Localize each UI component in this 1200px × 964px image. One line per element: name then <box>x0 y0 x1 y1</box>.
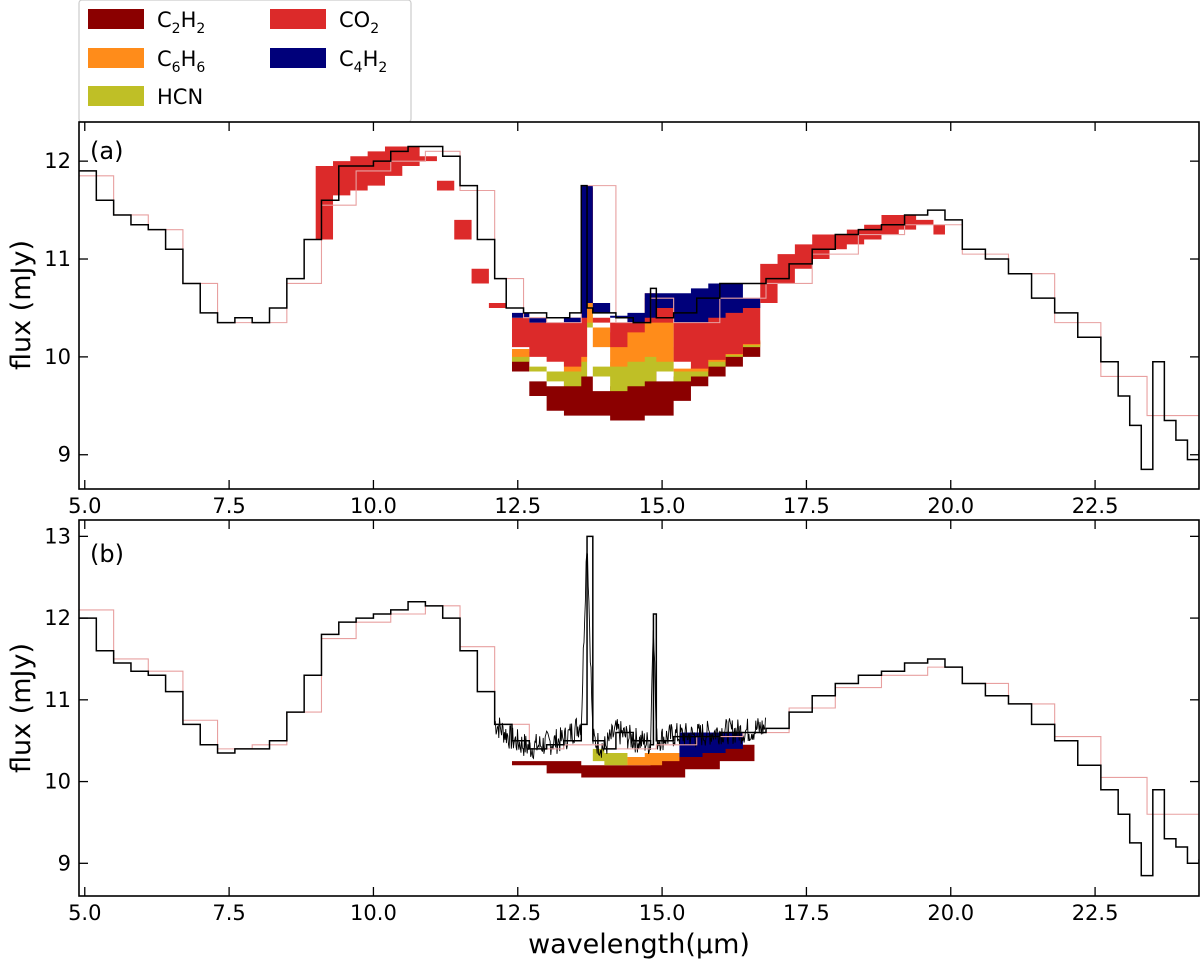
legend: C2H2 C6H6 HCN CO2 C4H2 <box>78 0 412 123</box>
panel-b: 5.0 7.5 10.0 12.5 15.0 17.5 20.0 22.5910111213 … <box>6 519 1200 925</box>
panel-a-xtick-label: 20.0 <box>927 494 974 518</box>
legend-label-c4h2: C4H2 <box>339 47 387 76</box>
panel-b-ytick-label: 13 <box>44 524 71 548</box>
panel-a-xtick-label: 5.0 <box>68 494 101 518</box>
panel-b-xtick-label: 5.0 <box>68 901 101 925</box>
panel-b-xtick-label: 15.0 <box>639 901 686 925</box>
panel-b-xtick-label: 10.0 <box>350 901 397 925</box>
panel-b-highres-spectrum <box>494 552 766 760</box>
panel-b-xtick-label: 12.5 <box>494 901 541 925</box>
panel-a-xtick-label: 12.5 <box>494 494 541 518</box>
panel-b-ytick-label: 12 <box>44 606 71 630</box>
panel-b-observed-line <box>79 535 1199 877</box>
panel-b-ytick-label: 9 <box>58 851 71 875</box>
panel-a-plot-area <box>79 145 1199 471</box>
panel-b-plot-area <box>79 535 1199 877</box>
panel-a-ytick-label: 9 <box>58 443 71 467</box>
panel-a-xtick-label: 10.0 <box>350 494 397 518</box>
panel-b-xtick-label: 17.5 <box>783 901 830 925</box>
panel-a-area-co2-band-red <box>760 214 945 304</box>
panel-b-frame <box>78 519 1200 897</box>
legend-label-c6h6: C6H6 <box>157 47 205 76</box>
panel-b-label: (b) <box>90 540 124 568</box>
legend-label-co2: CO2 <box>339 8 379 37</box>
panel-b-ytick-label: 11 <box>44 688 71 712</box>
panel-a-area-co2-band <box>315 146 507 318</box>
panel-b-xtick-label: 20.0 <box>927 901 974 925</box>
panel-b-xtick-label: 7.5 <box>212 901 245 925</box>
legend-swatch-co2 <box>270 9 326 29</box>
panel-a-area-hcn <box>511 188 761 392</box>
panel-a-ytick-label: 12 <box>44 149 71 173</box>
panel-a-observed-line <box>79 145 1199 471</box>
panel-b-ytick-label: 10 <box>44 770 71 794</box>
panel-a-ylabel: flux (mJy) <box>6 240 37 370</box>
panel-a-xtick-label: 7.5 <box>212 494 245 518</box>
panel-a-axes: 5.0 7.5 10.0 12.5 15.0 17.5 20.0 22.5 9 10 11 12 <box>44 122 1199 518</box>
legend-swatch-hcn <box>88 86 144 106</box>
panel-a-frame <box>78 121 1200 490</box>
legend-swatch-c4h2 <box>270 48 326 68</box>
panel-b-area-c6h6 <box>627 752 680 766</box>
panel-a-xtick-label: 22.5 <box>1072 494 1119 518</box>
x-axis-title: wavelength(μm) <box>528 929 750 960</box>
panel-a-ytick-label: 10 <box>44 345 71 369</box>
panel-a: 5.0 7.5 10.0 12.5 15.0 17.5 20.0 22.5 9 10 11 12 (a… <box>6 121 1200 518</box>
panel-b-axes: 5.0 7.5 10.0 12.5 15.0 17.5 20.0 22.5 9 10 11 12 13 <box>44 520 1199 925</box>
panel-b-model-line <box>79 605 1199 852</box>
panel-a-label: (a) <box>90 137 123 165</box>
panel-a-xtick-label: 15.0 <box>639 494 686 518</box>
panel-b-xtick-label: 22.5 <box>1072 901 1119 925</box>
panel-a-area-c4h2 <box>511 185 761 323</box>
panel-a-ytick-label: 11 <box>44 247 71 271</box>
panel-a-xtick-label: 17.5 <box>783 494 830 518</box>
legend-label-c2h2: C2H2 <box>157 8 205 37</box>
panel-b-area-hcn <box>592 740 628 766</box>
legend-label-hcn: HCN <box>157 85 203 109</box>
panel-b-ylabel: flux (mJy) <box>6 643 37 773</box>
legend-swatch-c6h6 <box>88 48 144 68</box>
legend-swatch-c2h2 <box>88 9 144 29</box>
